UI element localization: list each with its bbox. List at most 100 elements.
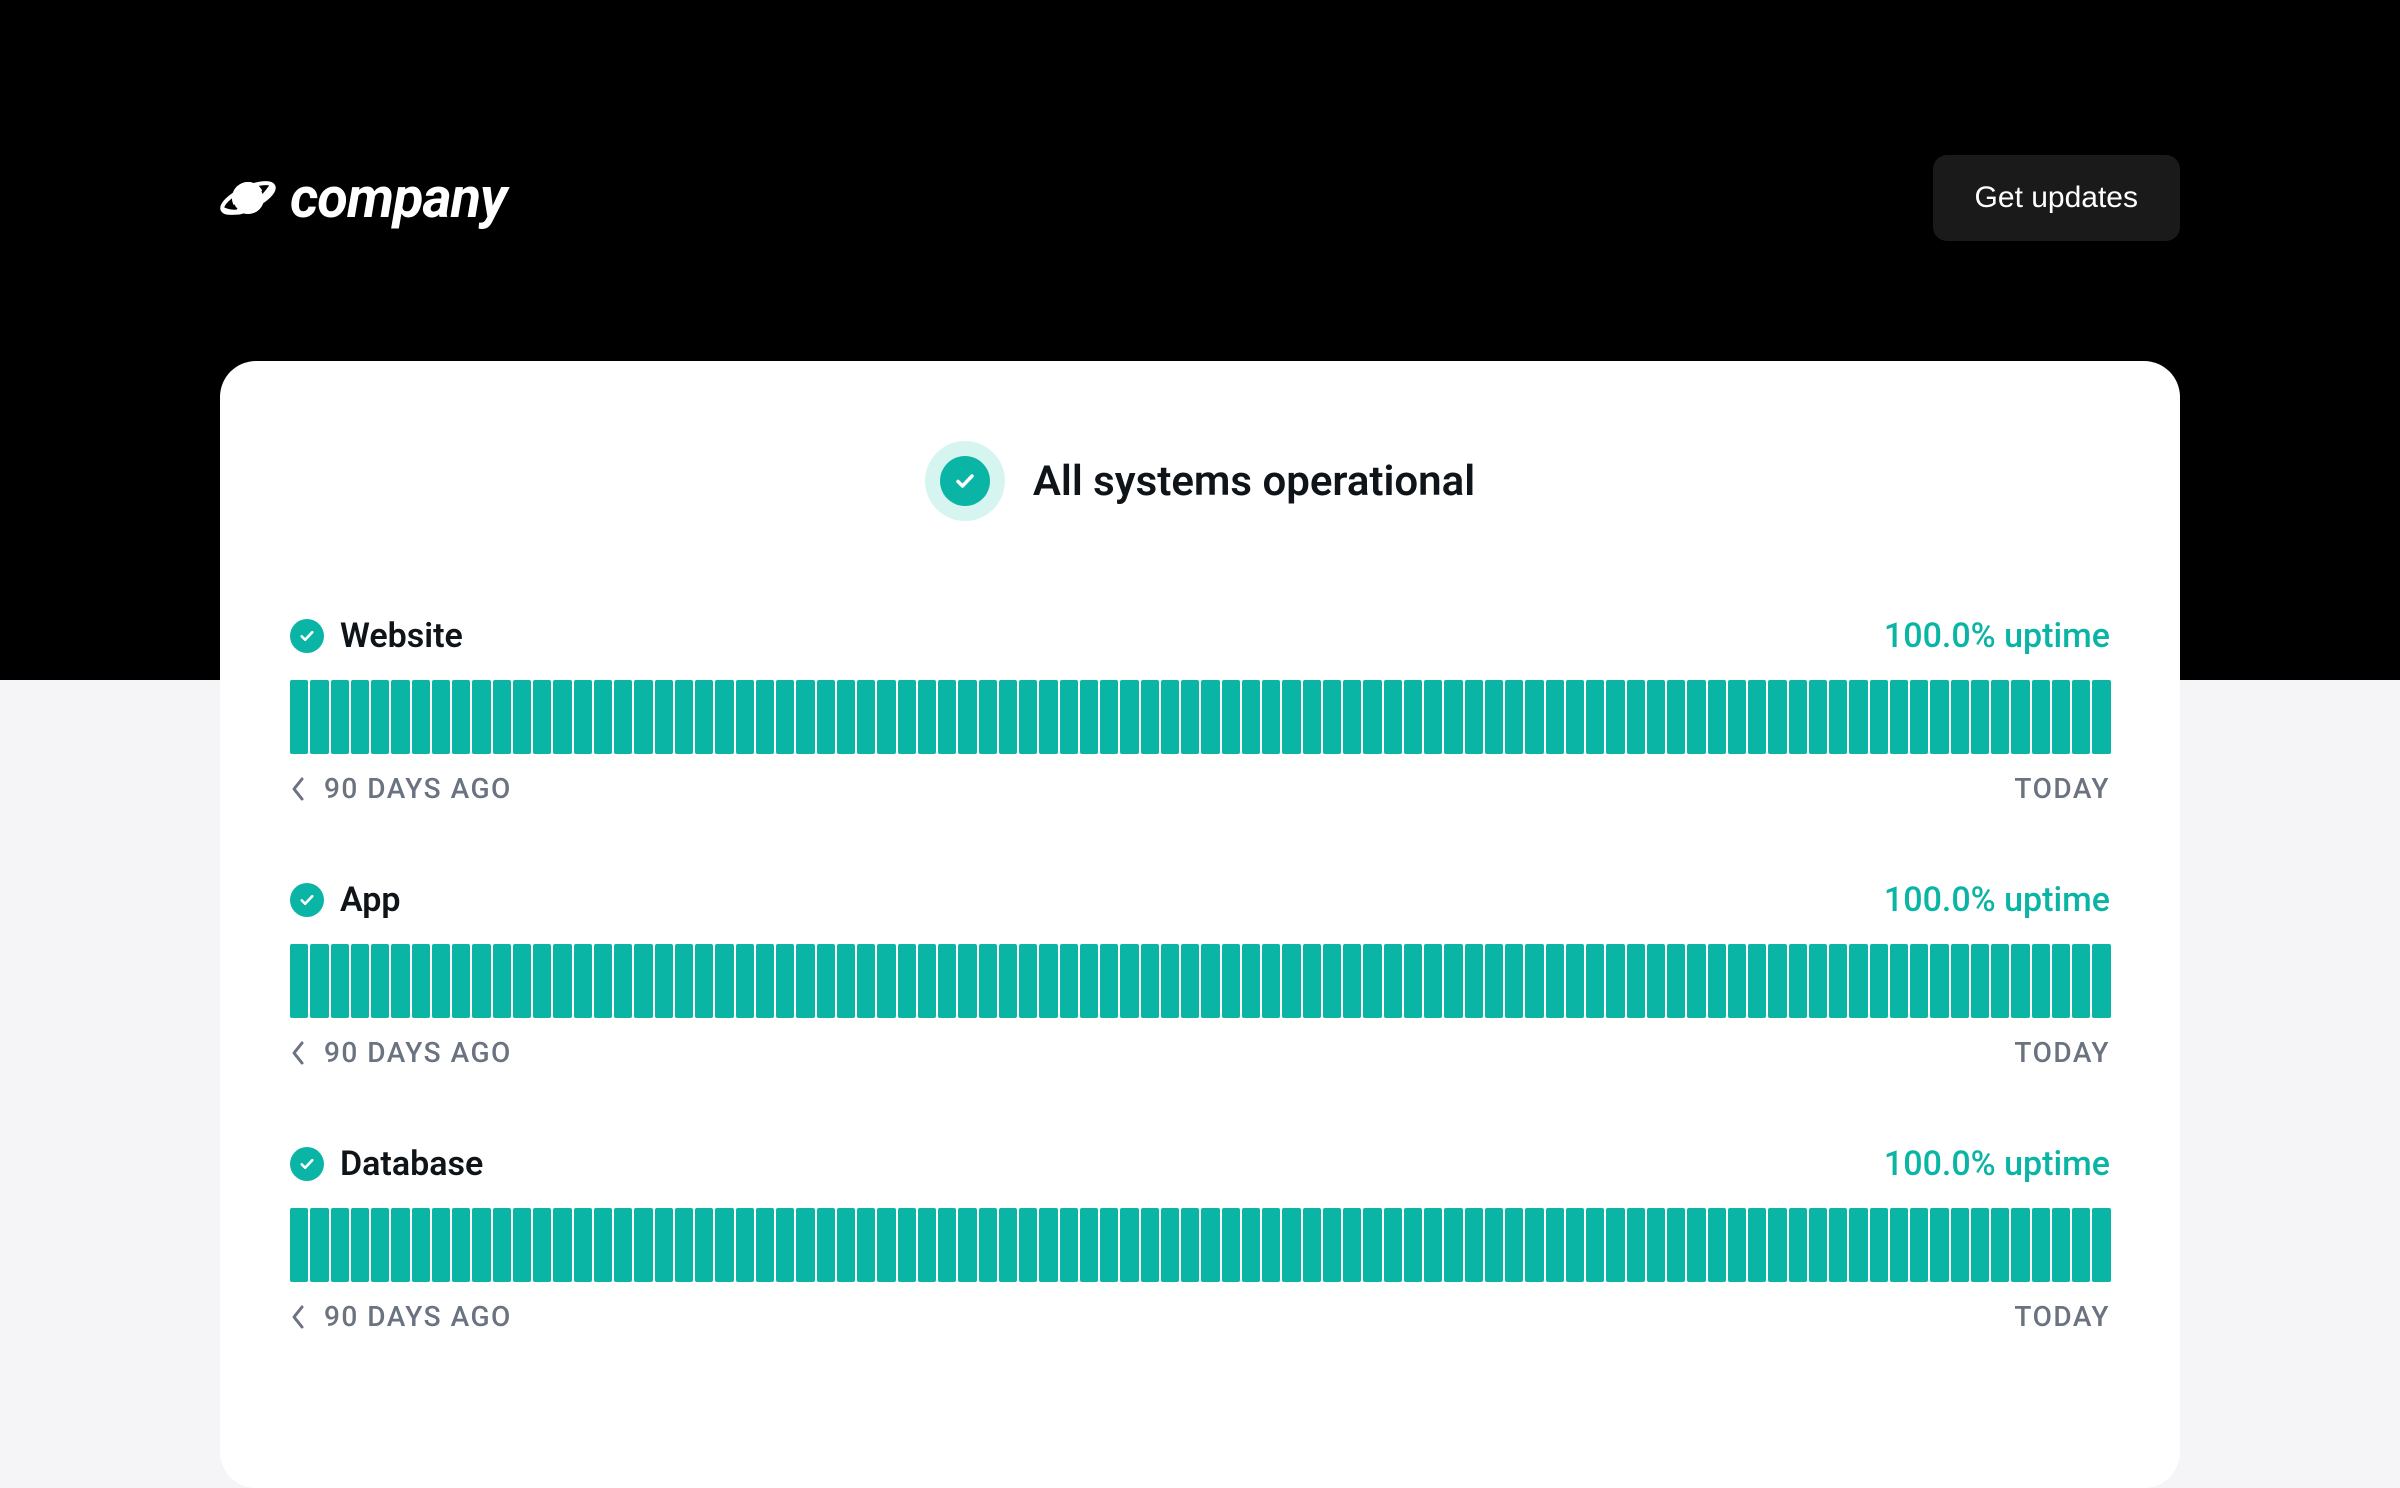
uptime-segment[interactable] — [2052, 944, 2070, 1018]
uptime-segment[interactable] — [1404, 1208, 1422, 1282]
logo[interactable]: company — [220, 165, 506, 231]
uptime-segment[interactable] — [2032, 944, 2050, 1018]
uptime-segment[interactable] — [1991, 1208, 2009, 1282]
uptime-segment[interactable] — [1039, 944, 1057, 1018]
uptime-segment[interactable] — [2072, 680, 2090, 754]
uptime-segment[interactable] — [1242, 944, 1260, 1018]
uptime-segment[interactable] — [1485, 944, 1503, 1018]
uptime-segment[interactable] — [817, 1208, 835, 1282]
uptime-segment[interactable] — [513, 1208, 531, 1282]
uptime-segment[interactable] — [493, 1208, 511, 1282]
uptime-segment[interactable] — [1708, 944, 1726, 1018]
uptime-segment[interactable] — [918, 680, 936, 754]
uptime-segment[interactable] — [1120, 944, 1138, 1018]
uptime-segment[interactable] — [1809, 1208, 1827, 1282]
uptime-segment[interactable] — [1951, 680, 1969, 754]
uptime-segment[interactable] — [391, 1208, 409, 1282]
uptime-segment[interactable] — [331, 944, 349, 1018]
uptime-segment[interactable] — [1768, 680, 1786, 754]
uptime-segment[interactable] — [2032, 680, 2050, 754]
uptime-segment[interactable] — [371, 1208, 389, 1282]
uptime-segment[interactable] — [1809, 944, 1827, 1018]
uptime-segment[interactable] — [493, 680, 511, 754]
uptime-segment[interactable] — [776, 944, 794, 1018]
uptime-segment[interactable] — [1444, 1208, 1462, 1282]
uptime-segment[interactable] — [1141, 680, 1159, 754]
uptime-segment[interactable] — [958, 680, 976, 754]
uptime-segment[interactable] — [1971, 944, 1989, 1018]
uptime-segment[interactable] — [756, 944, 774, 1018]
uptime-segment[interactable] — [898, 680, 916, 754]
uptime-segment[interactable] — [877, 944, 895, 1018]
uptime-segment[interactable] — [817, 680, 835, 754]
uptime-segment[interactable] — [1323, 1208, 1341, 1282]
uptime-segment[interactable] — [857, 680, 875, 754]
uptime-segment[interactable] — [1141, 1208, 1159, 1282]
uptime-segment[interactable] — [776, 1208, 794, 1282]
uptime-segment[interactable] — [1141, 944, 1159, 1018]
uptime-segment[interactable] — [1303, 1208, 1321, 1282]
uptime-segment[interactable] — [898, 944, 916, 1018]
uptime-segment[interactable] — [1060, 944, 1078, 1018]
uptime-segment[interactable] — [2011, 944, 2029, 1018]
uptime-segment[interactable] — [999, 944, 1017, 1018]
uptime-segment[interactable] — [756, 1208, 774, 1282]
uptime-segment[interactable] — [979, 1208, 997, 1282]
uptime-segment[interactable] — [1910, 680, 1928, 754]
uptime-segment[interactable] — [1080, 1208, 1098, 1282]
uptime-segment[interactable] — [1100, 1208, 1118, 1282]
uptime-segment[interactable] — [432, 944, 450, 1018]
uptime-segment[interactable] — [2032, 1208, 2050, 1282]
uptime-segment[interactable] — [1525, 944, 1543, 1018]
uptime-segment[interactable] — [1161, 1208, 1179, 1282]
uptime-segment[interactable] — [675, 1208, 693, 1282]
uptime-segment[interactable] — [1606, 680, 1624, 754]
uptime-segment[interactable] — [1910, 944, 1928, 1018]
uptime-segment[interactable] — [1444, 944, 1462, 1018]
uptime-segment[interactable] — [1606, 1208, 1624, 1282]
uptime-segment[interactable] — [1019, 1208, 1037, 1282]
uptime-segment[interactable] — [1222, 944, 1240, 1018]
uptime-segment[interactable] — [655, 680, 673, 754]
uptime-segment[interactable] — [634, 944, 652, 1018]
uptime-segment[interactable] — [2011, 680, 2029, 754]
uptime-segment[interactable] — [999, 680, 1017, 754]
uptime-segment[interactable] — [351, 944, 369, 1018]
uptime-segment[interactable] — [371, 680, 389, 754]
uptime-segment[interactable] — [1262, 944, 1280, 1018]
uptime-segment[interactable] — [371, 944, 389, 1018]
uptime-segment[interactable] — [1120, 680, 1138, 754]
uptime-segment[interactable] — [1343, 1208, 1361, 1282]
uptime-segment[interactable] — [1363, 944, 1381, 1018]
uptime-segment[interactable] — [938, 680, 956, 754]
uptime-segment[interactable] — [736, 1208, 754, 1282]
uptime-segment[interactable] — [1505, 680, 1523, 754]
uptime-segment[interactable] — [1424, 944, 1442, 1018]
get-updates-button[interactable]: Get updates — [1933, 155, 2180, 241]
uptime-segment[interactable] — [1991, 944, 2009, 1018]
uptime-segment[interactable] — [1829, 944, 1847, 1018]
uptime-segment[interactable] — [1546, 944, 1564, 1018]
uptime-segment[interactable] — [594, 1208, 612, 1282]
uptime-segment[interactable] — [1525, 680, 1543, 754]
uptime-segment[interactable] — [1100, 680, 1118, 754]
uptime-segment[interactable] — [736, 680, 754, 754]
uptime-segment[interactable] — [1181, 944, 1199, 1018]
uptime-segment[interactable] — [796, 944, 814, 1018]
uptime-segment[interactable] — [1100, 944, 1118, 1018]
uptime-segment[interactable] — [1485, 680, 1503, 754]
uptime-segment[interactable] — [1222, 680, 1240, 754]
uptime-segment[interactable] — [1201, 680, 1219, 754]
uptime-segment[interactable] — [1870, 1208, 1888, 1282]
uptime-segment[interactable] — [1667, 680, 1685, 754]
uptime-segment[interactable] — [1627, 944, 1645, 1018]
uptime-segment[interactable] — [1343, 944, 1361, 1018]
uptime-segment[interactable] — [594, 944, 612, 1018]
uptime-segment[interactable] — [1282, 680, 1300, 754]
uptime-segment[interactable] — [877, 680, 895, 754]
uptime-segment[interactable] — [1161, 680, 1179, 754]
uptime-segment[interactable] — [1971, 680, 1989, 754]
uptime-segment[interactable] — [958, 944, 976, 1018]
uptime-segment[interactable] — [877, 1208, 895, 1282]
chevron-left-icon[interactable] — [290, 776, 306, 802]
